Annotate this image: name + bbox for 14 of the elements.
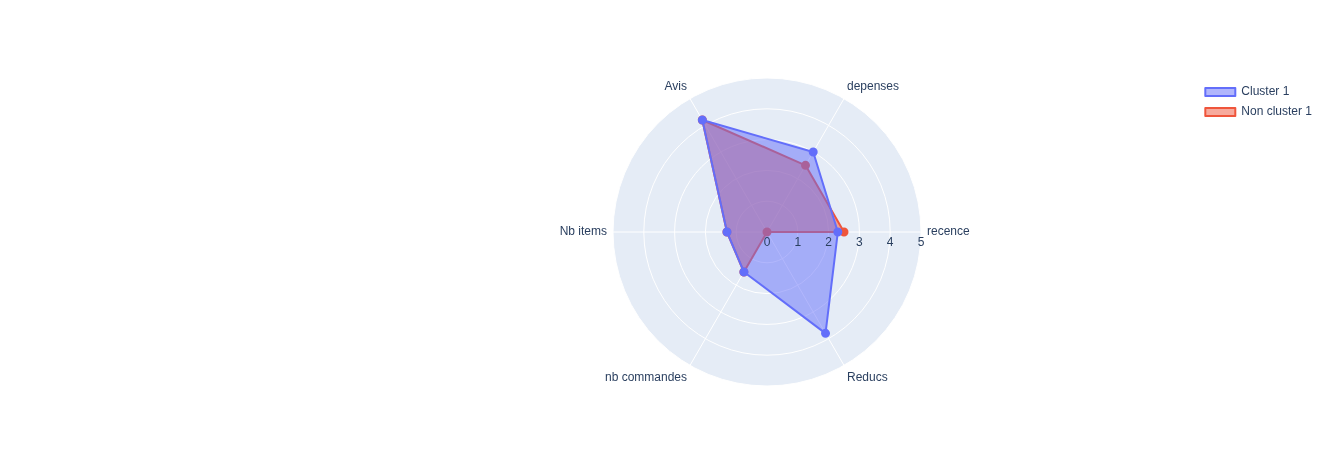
y-tick-label: 0: [763, 235, 771, 250]
y-tick-label: 1: [794, 235, 802, 250]
spoke-label: depenses: [847, 78, 900, 93]
spoke-label: Avis: [664, 78, 687, 93]
y-tick-label: 2: [825, 235, 833, 250]
spoke-label: Nb items: [559, 224, 607, 239]
spoke-label: nb commandes: [604, 370, 687, 385]
spoke-label: recence: [927, 224, 971, 239]
y-tick-label: 4: [886, 235, 894, 250]
legend-label: Non cluster 1: [1241, 104, 1313, 119]
y-tick-label: 3: [856, 235, 864, 250]
y-tick-label: 5: [917, 235, 925, 250]
spoke-label: Reducs: [847, 370, 888, 385]
legend-label: Cluster 1: [1241, 84, 1290, 99]
